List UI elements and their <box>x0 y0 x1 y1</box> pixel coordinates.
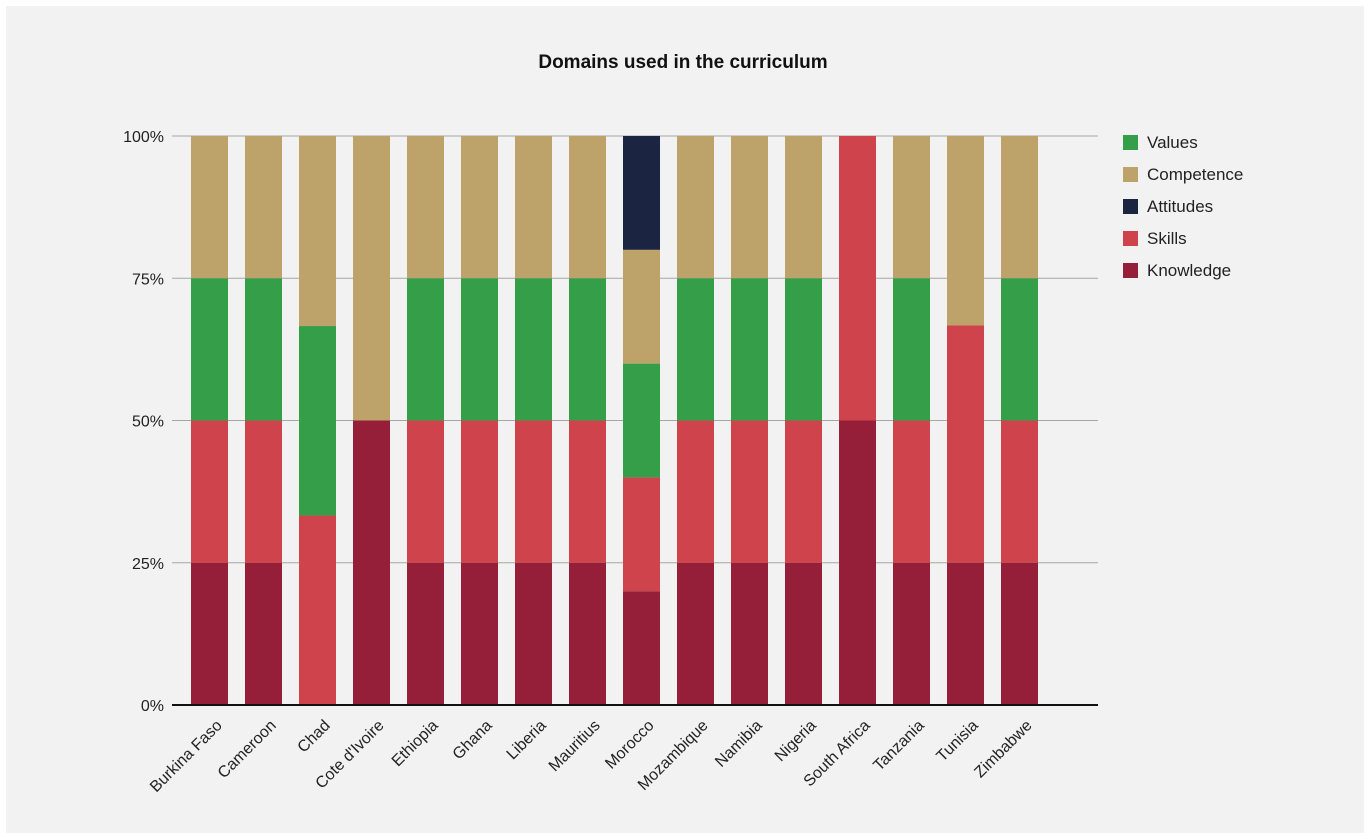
bar-segment <box>947 562 984 705</box>
y-tick-label: 0% <box>141 698 164 715</box>
bar-segment <box>515 562 552 705</box>
x-tick-label: Nigeria <box>772 717 820 765</box>
bar-segment <box>191 136 228 279</box>
bar-segment <box>623 591 660 705</box>
bar-segment <box>245 562 282 705</box>
bar-segment <box>839 136 876 421</box>
legend-label: Values <box>1147 133 1198 152</box>
bar-segment <box>947 325 984 563</box>
chart-title: Domains used in the curriculum <box>538 52 827 73</box>
bar-segment <box>839 420 876 705</box>
legend-swatch <box>1123 231 1138 246</box>
bar-segment <box>407 278 444 421</box>
bar-segment <box>191 278 228 421</box>
x-tick-label: Ethiopia <box>389 717 442 770</box>
bar-segment <box>461 562 498 705</box>
bar-segment <box>893 136 930 279</box>
x-tick-label: Liberia <box>504 717 550 763</box>
bar-segment <box>623 136 660 250</box>
bar-segment <box>191 562 228 705</box>
stacked-bar-chart: Domains used in the curriculum 0% 25% 50% 7… <box>123 52 1243 796</box>
bar-segment <box>677 420 714 563</box>
legend-swatch <box>1123 167 1138 182</box>
bar-segment <box>677 136 714 279</box>
bar-segment <box>245 420 282 563</box>
bar-segment <box>1001 420 1038 563</box>
legend-label: Knowledge <box>1147 261 1231 280</box>
legend-label: Skills <box>1147 229 1187 248</box>
bar-segment <box>407 136 444 279</box>
bar-segment <box>785 136 822 279</box>
bar-segment <box>299 136 336 327</box>
bar-segment <box>623 249 660 364</box>
bar-segment <box>1001 136 1038 279</box>
bar-segment <box>569 420 606 563</box>
bar-segment <box>785 278 822 421</box>
bar-segment <box>677 278 714 421</box>
legend-swatch <box>1123 263 1138 278</box>
y-tick-label: 25% <box>132 556 164 573</box>
bar-segment <box>731 278 768 421</box>
x-tick-label: Morocco <box>602 717 657 772</box>
x-tick-label: Tunisia <box>934 717 982 765</box>
bars <box>191 136 1038 705</box>
bar-segment <box>785 420 822 563</box>
bar-segment <box>353 420 390 705</box>
y-tick-label: 100% <box>123 129 164 146</box>
bar-segment <box>623 477 660 592</box>
x-tick-label: Zimbabwe <box>971 717 1035 781</box>
bar-segment <box>731 420 768 563</box>
bar-segment <box>893 420 930 563</box>
legend-label: Competence <box>1147 165 1243 184</box>
bar-segment <box>677 562 714 705</box>
y-tick-label: 50% <box>132 414 164 431</box>
bar-segment <box>893 562 930 705</box>
legend-label: Attitudes <box>1147 197 1213 216</box>
bar-segment <box>731 136 768 279</box>
bar-segment <box>461 136 498 279</box>
legend-swatch <box>1123 199 1138 214</box>
bar-segment <box>623 363 660 478</box>
x-tick-label: Cameroon <box>215 717 280 782</box>
x-tick-label: Ghana <box>450 717 496 763</box>
x-tick-label: Tanzania <box>870 717 927 774</box>
bar-segment <box>407 420 444 563</box>
bar-segment <box>1001 562 1038 705</box>
chart-panel: Domains used in the curriculum 0% 25% 50% 7… <box>6 6 1364 833</box>
bar-segment <box>569 278 606 421</box>
bar-segment <box>569 562 606 705</box>
bar-segment <box>785 562 822 705</box>
bar-segment <box>299 326 336 516</box>
y-tick-label: 75% <box>132 271 164 288</box>
x-tick-label: Burkina Faso <box>147 717 226 796</box>
bar-segment <box>515 136 552 279</box>
x-tick-label: Namibia <box>712 717 766 771</box>
legend-swatch <box>1123 135 1138 150</box>
y-axis-ticks: 0% 25% 50% 75% 100% <box>123 129 164 715</box>
bar-segment <box>299 515 336 705</box>
bar-segment <box>731 562 768 705</box>
bar-segment <box>947 136 984 326</box>
bar-segment <box>569 136 606 279</box>
bar-segment <box>515 278 552 421</box>
bar-segment <box>245 136 282 279</box>
legend: Values Competence Attitudes Skills Knowledge <box>1123 133 1243 280</box>
x-tick-label: Mauritius <box>546 717 604 775</box>
bar-segment <box>515 420 552 563</box>
bar-segment <box>353 136 390 421</box>
bar-segment <box>1001 278 1038 421</box>
bar-segment <box>191 420 228 563</box>
bar-segment <box>407 562 444 705</box>
bar-segment <box>461 420 498 563</box>
bar-segment <box>893 278 930 421</box>
bar-segment <box>461 278 498 421</box>
bar-segment <box>245 278 282 421</box>
x-tick-label: Chad <box>295 717 334 756</box>
